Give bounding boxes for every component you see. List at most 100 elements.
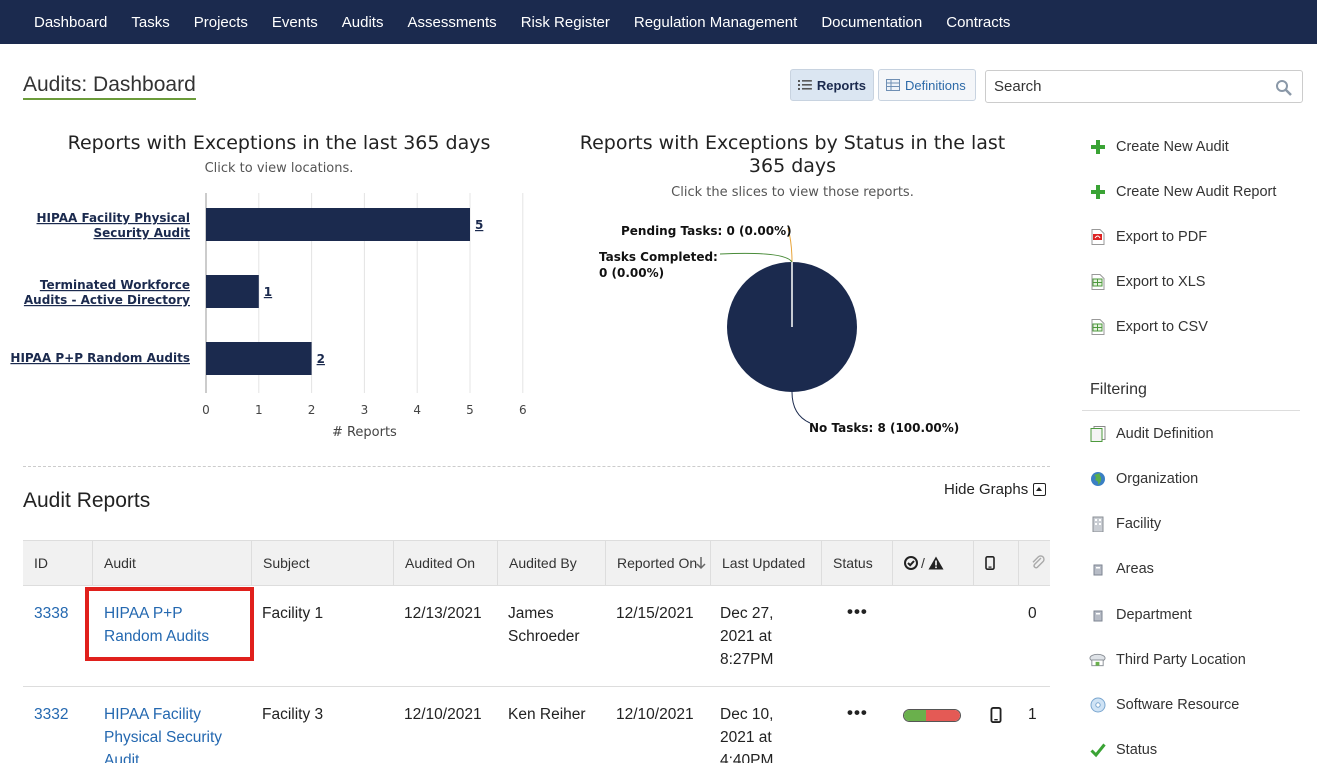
audit-name-line: HIPAA Facility bbox=[104, 706, 202, 723]
col-audited-by[interactable]: Audited By bbox=[497, 541, 605, 585]
bar-value-label[interactable]: 1 bbox=[264, 285, 272, 299]
audit-name-line: Physical Security bbox=[104, 729, 223, 746]
col-reported-on-label: Reported On bbox=[617, 555, 698, 571]
col-reported-on[interactable]: Reported On bbox=[605, 541, 710, 585]
plus-icon bbox=[1089, 138, 1106, 155]
paperclip-icon bbox=[1032, 555, 1045, 569]
filter-third-party-location[interactable]: Third Party Location bbox=[1089, 651, 1246, 668]
last-updated-line: 2021 at bbox=[720, 729, 772, 746]
create-new-audit-report-link[interactable]: Create New Audit Report bbox=[1089, 183, 1276, 200]
nav-projects[interactable]: Projects bbox=[193, 13, 248, 31]
nav-dashboard[interactable]: Dashboard bbox=[34, 13, 108, 31]
filter-label: Organization bbox=[1116, 470, 1199, 487]
bar[interactable] bbox=[206, 208, 470, 241]
audit-name-link[interactable]: HIPAA P+P Random Audits bbox=[104, 602, 209, 648]
no-tasks-connector bbox=[791, 391, 811, 424]
col-tasks-exceptions[interactable]: / bbox=[892, 541, 973, 585]
nav-assessments[interactable]: Assessments bbox=[407, 13, 497, 31]
col-mobile[interactable] bbox=[973, 541, 1018, 585]
table-icon bbox=[886, 79, 900, 91]
search-icon[interactable] bbox=[1275, 79, 1293, 97]
filtering-heading: Filtering bbox=[1090, 381, 1147, 398]
pie-label-completed-value: 0 (0.00%) bbox=[599, 266, 664, 280]
create-new-audit-link[interactable]: Create New Audit bbox=[1089, 138, 1229, 155]
category-label[interactable]: HIPAA Facility Physical bbox=[37, 211, 190, 225]
task-progress-bar[interactable] bbox=[903, 709, 961, 722]
x-tick-label: 2 bbox=[308, 403, 316, 417]
last-updated-line: 4:40PM bbox=[720, 752, 774, 763]
nav-risk-register[interactable]: Risk Register bbox=[520, 13, 610, 31]
audited-on-cell: 12/13/2021 bbox=[404, 605, 482, 622]
bar-value-label[interactable]: 5 bbox=[475, 218, 483, 232]
col-last-updated[interactable]: Last Updated bbox=[710, 541, 821, 585]
col-audited-on[interactable]: Audited On bbox=[393, 541, 497, 585]
third-party-location-icon bbox=[1089, 651, 1106, 668]
action-label: Export to XLS bbox=[1116, 273, 1206, 290]
bar[interactable] bbox=[206, 342, 312, 375]
attachment-count: 1 bbox=[1028, 706, 1037, 723]
bar-chart-title: Reports with Exceptions in the last 365 … bbox=[67, 132, 491, 154]
area-icon bbox=[1089, 560, 1106, 577]
col-audit[interactable]: Audit bbox=[92, 541, 251, 585]
filter-department[interactable]: Department bbox=[1089, 606, 1192, 623]
category-label[interactable]: HIPAA P+P Random Audits bbox=[10, 351, 190, 365]
status-menu[interactable]: ••• bbox=[847, 602, 868, 621]
filter-label: Third Party Location bbox=[1116, 651, 1246, 668]
highlight-box bbox=[85, 587, 254, 661]
filter-organization[interactable]: Organization bbox=[1089, 470, 1198, 487]
nav-documentation[interactable]: Documentation bbox=[821, 13, 923, 31]
export-pdf-link[interactable]: Export to PDF bbox=[1089, 228, 1207, 245]
last-updated-line: Dec 10, bbox=[720, 706, 774, 723]
table-row: 3332 HIPAA Facility Physical Security Au… bbox=[23, 687, 1050, 763]
search-input[interactable] bbox=[985, 70, 1303, 103]
pie-chart-title-line2: 365 days bbox=[748, 155, 837, 177]
filter-audit-definition[interactable]: Audit Definition bbox=[1089, 425, 1214, 442]
nav-contracts[interactable]: Contracts bbox=[946, 13, 1011, 31]
action-label: Create New Audit Report bbox=[1116, 183, 1277, 200]
filter-areas[interactable]: Areas bbox=[1089, 560, 1154, 577]
top-nav: Dashboard Tasks Projects Events Audits A… bbox=[0, 0, 1317, 44]
definitions-button[interactable]: Definitions bbox=[878, 69, 976, 101]
pie-label-pending: Pending Tasks: 0 (0.00%) bbox=[621, 224, 792, 238]
nav-tasks[interactable]: Tasks bbox=[131, 13, 170, 31]
hide-graphs-button[interactable]: Hide Graphs bbox=[944, 481, 1047, 498]
check-circle-icon bbox=[904, 556, 918, 570]
x-tick-label: 5 bbox=[466, 403, 474, 417]
export-xls-link[interactable]: Export to XLS bbox=[1089, 273, 1205, 290]
report-id-link[interactable]: 3338 bbox=[34, 605, 69, 622]
audited-by-cell: James Schroeder bbox=[508, 602, 580, 648]
pie-chart-title: Reports with Exceptions by Status in the… bbox=[560, 132, 1025, 178]
last-updated-line: Dec 27, bbox=[720, 605, 774, 622]
category-label[interactable]: Terminated Workforce bbox=[40, 278, 190, 292]
csv-file-icon bbox=[1089, 318, 1106, 335]
export-csv-link[interactable]: Export to CSV bbox=[1089, 318, 1208, 335]
col-attachments[interactable] bbox=[1018, 541, 1050, 585]
x-tick-label: 4 bbox=[413, 403, 421, 417]
bar-value-label[interactable]: 2 bbox=[317, 352, 325, 366]
nav-audits[interactable]: Audits bbox=[341, 13, 384, 31]
audit-name-link[interactable]: HIPAA Facility Physical Security Audit bbox=[104, 703, 222, 763]
filter-software-resource[interactable]: Software Resource bbox=[1089, 696, 1239, 713]
filter-label: Software Resource bbox=[1116, 696, 1240, 713]
col-status[interactable]: Status bbox=[821, 541, 892, 585]
nav-regulation-management[interactable]: Regulation Management bbox=[633, 13, 798, 31]
hide-graphs-label: Hide Graphs bbox=[944, 481, 1029, 498]
xls-file-icon bbox=[1089, 273, 1106, 290]
department-icon bbox=[1089, 606, 1106, 623]
pie-chart-title-line1: Reports with Exceptions by Status in the… bbox=[579, 132, 1006, 154]
col-id[interactable]: ID bbox=[34, 555, 48, 571]
report-id-link[interactable]: 3332 bbox=[34, 706, 69, 723]
filter-status[interactable]: Status bbox=[1089, 741, 1157, 758]
filter-facility[interactable]: Facility bbox=[1089, 515, 1161, 532]
table-row: 3338 HIPAA P+P Random Audits Facility 1 … bbox=[23, 586, 1050, 687]
last-updated-cell: Dec 10, 2021 at 4:40PM bbox=[720, 703, 773, 763]
action-label: Export to PDF bbox=[1116, 228, 1208, 245]
category-label[interactable]: Security Audit bbox=[94, 226, 191, 240]
bar[interactable] bbox=[206, 275, 259, 308]
status-menu[interactable]: ••• bbox=[847, 703, 868, 722]
disc-icon bbox=[1089, 696, 1106, 713]
nav-events[interactable]: Events bbox=[271, 13, 318, 31]
col-subject[interactable]: Subject bbox=[251, 541, 393, 585]
reports-button[interactable]: Reports bbox=[790, 69, 874, 101]
category-label[interactable]: Audits - Active Directory bbox=[24, 293, 190, 307]
